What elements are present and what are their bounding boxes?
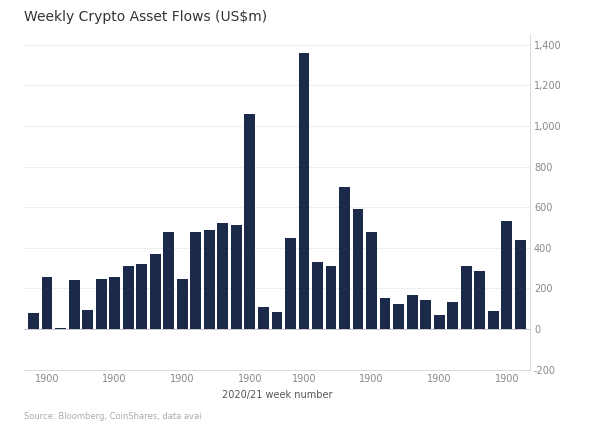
Bar [42,277,52,329]
Bar [434,315,445,329]
Bar [407,295,418,329]
Bar [244,114,255,329]
Bar [447,302,458,329]
Bar [109,277,120,329]
Bar [285,238,296,329]
Bar [393,304,404,329]
Bar [515,240,526,329]
Bar [353,209,364,329]
Bar [339,187,350,329]
Text: Weekly Crypto Asset Flows (US$m): Weekly Crypto Asset Flows (US$m) [24,9,267,24]
Bar [326,266,337,329]
Bar [501,221,512,329]
Bar [28,313,39,329]
Bar [177,280,188,329]
Bar [136,264,147,329]
Bar [217,224,228,329]
Bar [420,300,431,329]
Bar [150,254,161,329]
Bar [190,232,201,329]
X-axis label: 2020/21 week number: 2020/21 week number [222,390,332,399]
Bar [461,266,471,329]
Text: Source: Bloomberg, CoinShares, data avai: Source: Bloomberg, CoinShares, data avai [24,412,202,421]
Bar [55,328,66,329]
Bar [488,311,498,329]
Bar [163,232,174,329]
Bar [380,298,391,329]
Bar [299,53,309,329]
Bar [258,307,269,329]
Bar [69,280,79,329]
Bar [231,225,242,329]
Bar [123,266,134,329]
Bar [96,280,107,329]
Bar [204,230,215,329]
Bar [474,271,485,329]
Bar [366,232,377,329]
Bar [82,310,93,329]
Bar [272,312,282,329]
Bar [312,262,323,329]
